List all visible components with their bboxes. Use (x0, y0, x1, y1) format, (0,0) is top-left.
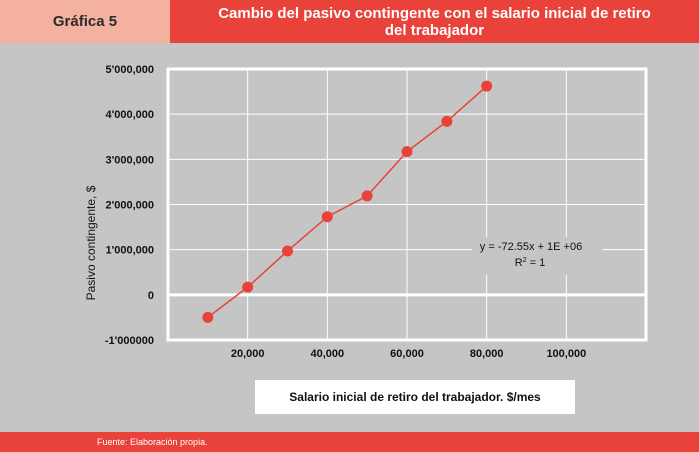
data-point (401, 146, 413, 158)
plot-frame (166, 67, 648, 342)
regression-equation: y = -72.55x + 1E +06 (480, 241, 582, 253)
y-tick-label: -1'000000 (105, 335, 154, 347)
chart-area: -1'000000 0 1'000,000 2'000,000 3'000,000 4'0… (84, 64, 648, 360)
chart-title: Cambio del pasivo contingente con el sal… (218, 4, 651, 39)
y-tick-label: 4'000,000 (106, 109, 155, 121)
x-axis-label-box: Salario inicial de retiro del trabajador… (255, 380, 575, 414)
x-tick-label: 40,000 (311, 348, 345, 360)
y-tick-label: 1'000,000 (106, 245, 155, 257)
r-squared-symbol: R (515, 257, 523, 269)
y-tick-label: 3'000,000 (106, 154, 155, 166)
grid-lines (168, 68, 646, 341)
regression-label: y = -72.55x + 1E +06 R2 = 1 (472, 237, 602, 275)
y-tick-label: 2'000,000 (106, 200, 155, 212)
data-point (242, 281, 254, 293)
r-squared: R2 = 1 (515, 257, 546, 269)
regression-label-box (472, 237, 602, 275)
r-squared-value: = 1 (527, 257, 546, 269)
y-tick-label: 0 (148, 290, 154, 302)
x-tick-label: 20,000 (231, 348, 265, 360)
x-tick-label: 60,000 (390, 348, 424, 360)
data-point (202, 311, 214, 323)
series-line (207, 85, 488, 319)
chart-title-bar: Cambio del pasivo contingente con el sal… (170, 0, 699, 43)
data-points (202, 80, 493, 323)
y-tick-labels: -1'000000 0 1'000,000 2'000,000 3'000,000 4'0… (105, 64, 154, 347)
header: Gráfica 5 Cambio del pasivo contingente … (0, 0, 699, 43)
figure-tag: Gráfica 5 (0, 0, 170, 43)
x-tick-labels: 20,000 40,000 60,000 80,000 100,000 (231, 348, 586, 360)
source-note: Fuente: Elaboración propia. (97, 437, 208, 447)
y-tick-label: 5'000,000 (106, 64, 155, 76)
footer: Fuente: Elaboración propia. (0, 432, 699, 452)
data-point (441, 115, 453, 127)
y-axis-label: Pasivo contingente, $ (84, 185, 98, 300)
r-squared-superscript: 2 (523, 257, 527, 264)
data-point (361, 190, 373, 202)
data-point (321, 211, 333, 223)
data-point (481, 80, 493, 92)
x-tick-label: 100,000 (546, 348, 586, 360)
data-point (282, 245, 293, 257)
x-axis-label: Salario inicial de retiro del trabajador… (289, 390, 541, 404)
x-tick-label: 80,000 (470, 348, 504, 360)
